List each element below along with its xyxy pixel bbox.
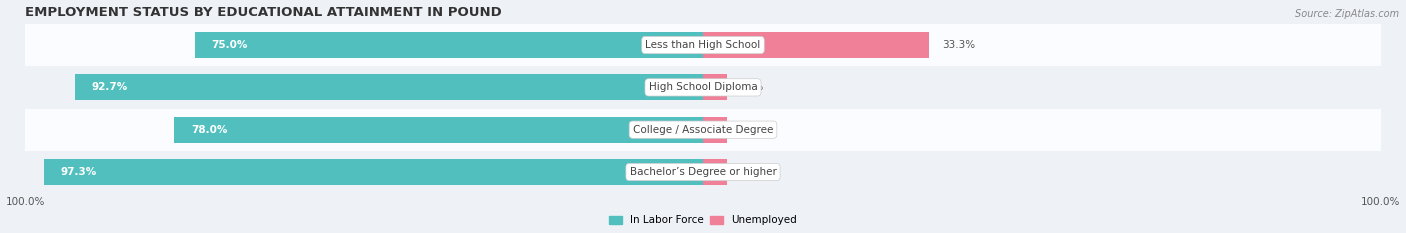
Text: 0.0%: 0.0% (737, 167, 763, 177)
Text: 0.0%: 0.0% (737, 82, 763, 92)
Bar (703, 32, 929, 58)
Text: Less than High School: Less than High School (645, 40, 761, 50)
Text: 97.3%: 97.3% (60, 167, 97, 177)
Text: Bachelor’s Degree or higher: Bachelor’s Degree or higher (630, 167, 776, 177)
Bar (25, 109, 1381, 151)
Text: Source: ZipAtlas.com: Source: ZipAtlas.com (1295, 9, 1399, 19)
Text: 92.7%: 92.7% (91, 82, 128, 92)
Legend: In Labor Force, Unemployed: In Labor Force, Unemployed (609, 215, 797, 225)
Bar (703, 74, 727, 100)
Text: 78.0%: 78.0% (191, 125, 228, 135)
Bar (25, 66, 1381, 109)
Text: EMPLOYMENT STATUS BY EDUCATIONAL ATTAINMENT IN POUND: EMPLOYMENT STATUS BY EDUCATIONAL ATTAINM… (25, 6, 502, 19)
Bar (703, 159, 727, 185)
Bar (25, 151, 1381, 193)
Text: 0.0%: 0.0% (737, 125, 763, 135)
Text: 75.0%: 75.0% (212, 40, 247, 50)
Text: High School Diploma: High School Diploma (648, 82, 758, 92)
Bar (75, 74, 703, 100)
Text: College / Associate Degree: College / Associate Degree (633, 125, 773, 135)
Bar (25, 24, 1381, 66)
Text: 33.3%: 33.3% (942, 40, 976, 50)
Bar (44, 159, 703, 185)
Bar (174, 116, 703, 143)
Bar (703, 116, 727, 143)
Bar (194, 32, 703, 58)
